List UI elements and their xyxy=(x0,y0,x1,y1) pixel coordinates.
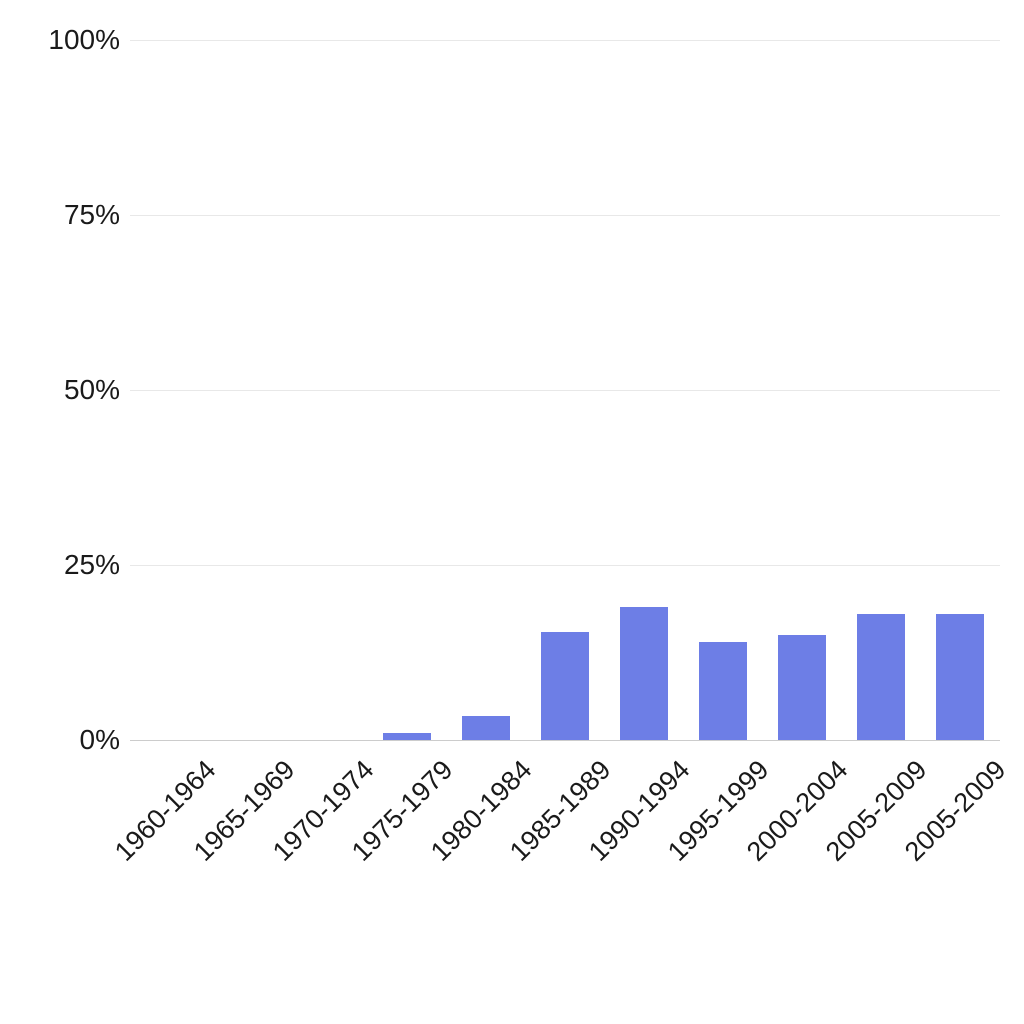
bar-slot xyxy=(921,40,1000,740)
bar-slot xyxy=(525,40,604,740)
bar xyxy=(857,614,905,740)
plot-area xyxy=(130,40,1000,740)
bar xyxy=(699,642,747,740)
y-tick-label: 50% xyxy=(64,374,120,406)
bar-slot xyxy=(209,40,288,740)
y-tick-label: 0% xyxy=(80,724,120,756)
gridline xyxy=(130,740,1000,741)
bar-slot xyxy=(367,40,446,740)
bar-slot xyxy=(842,40,921,740)
bar xyxy=(383,733,431,740)
bar-slot xyxy=(130,40,209,740)
bar xyxy=(541,632,589,741)
y-tick-label: 100% xyxy=(48,24,120,56)
bar-slot xyxy=(684,40,763,740)
bar-slot xyxy=(446,40,525,740)
bar xyxy=(778,635,826,740)
bar xyxy=(462,716,510,741)
bar-slot xyxy=(288,40,367,740)
bar-chart: 0%25%50%75%100% 1960-19641965-19691970-1… xyxy=(40,20,1000,940)
bars-group xyxy=(130,40,1000,740)
bar xyxy=(936,614,984,740)
bar-slot xyxy=(763,40,842,740)
bar-slot xyxy=(605,40,684,740)
y-tick-label: 25% xyxy=(64,549,120,581)
bar xyxy=(620,607,668,740)
y-tick-label: 75% xyxy=(64,199,120,231)
